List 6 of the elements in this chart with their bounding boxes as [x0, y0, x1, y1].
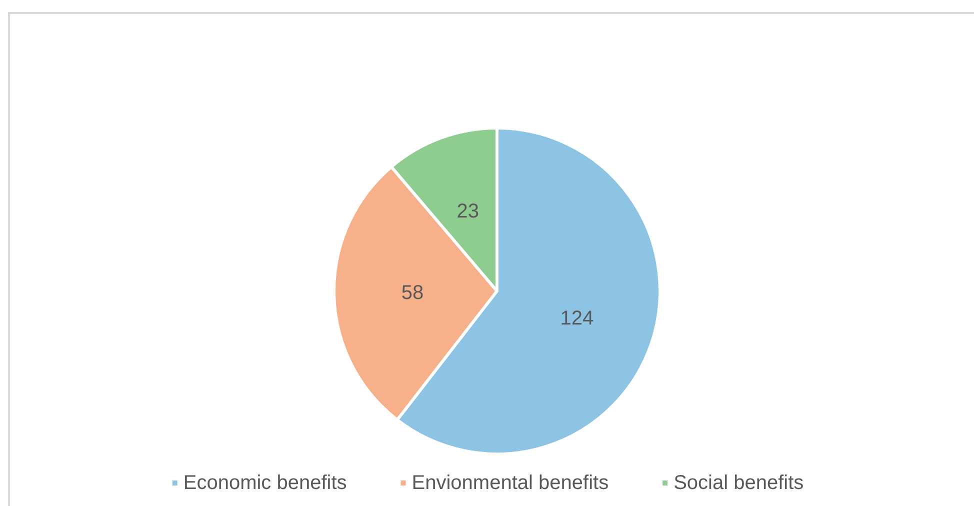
legend-label: Envionmental benefits [412, 472, 609, 494]
legend-label: Social benefits [674, 472, 804, 494]
data-label: 23 [456, 200, 479, 223]
legend-label: Economic benefits [183, 472, 347, 494]
data-label: 124 [560, 307, 594, 330]
data-label: 58 [401, 282, 424, 304]
